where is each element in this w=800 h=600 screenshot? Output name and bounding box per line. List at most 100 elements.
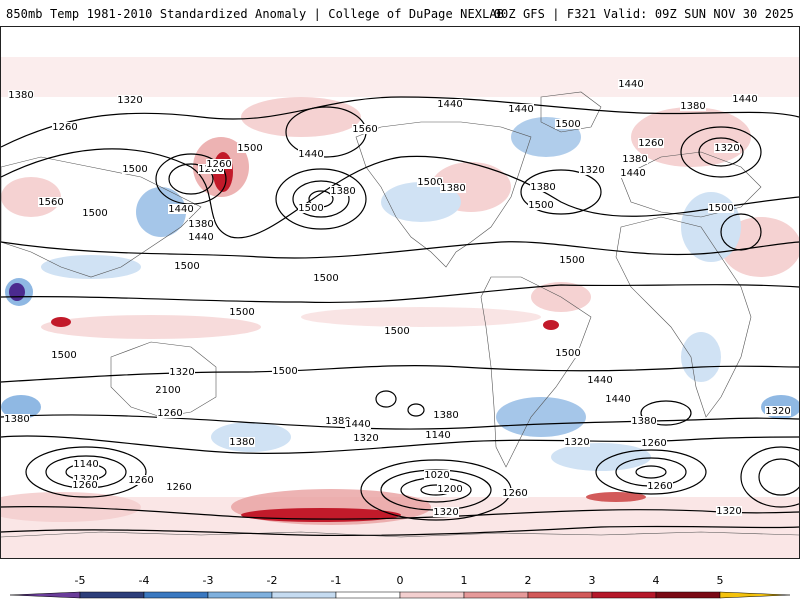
contour-label: 1380: [622, 154, 647, 165]
contour-label: 1500: [51, 350, 76, 361]
contour-label: 1320: [433, 507, 458, 518]
contour-label: 1140: [73, 459, 98, 470]
colorbar-tick-label: 1: [461, 574, 468, 587]
contour-label: 1380: [433, 410, 458, 421]
contour-label: 1500: [417, 177, 442, 188]
contour-label: 1320: [714, 143, 739, 154]
contour-label: 1440: [732, 94, 757, 105]
contour-label: 1380: [188, 219, 213, 230]
contour-label: 1380: [229, 437, 254, 448]
contour-label: 1380: [440, 183, 465, 194]
colorbar-segment: [207, 591, 273, 599]
colorbar: -5 -4 -3 -2 -1 0 1 2 3 4 5: [9, 574, 791, 599]
contour-label: 1440: [618, 79, 643, 90]
colorbar-tick-label: -4: [139, 574, 150, 587]
colorbar-tick-label: -5: [75, 574, 86, 587]
contour-label: 1380: [325, 416, 350, 427]
contour-label: 1320: [73, 474, 98, 485]
contour-label: 1380: [530, 182, 555, 193]
contour-label: 1320: [353, 433, 378, 444]
contour-label: 1260: [72, 480, 97, 491]
colorbar-tick-label: 3: [589, 574, 596, 587]
contour-label: 1200: [437, 484, 462, 495]
contour-label: 1260: [52, 122, 77, 133]
anomaly-shading: [1, 27, 799, 558]
contour-label: 1500: [313, 273, 338, 284]
contour-label: 1440: [345, 419, 370, 430]
colorbar-tick-label: 0: [397, 574, 404, 587]
colorbar-max-arrow: [719, 591, 791, 599]
colorbar-segment: [591, 591, 657, 599]
contour-label: 1440: [437, 99, 462, 110]
contour-label: 1260: [206, 159, 231, 170]
contour-label: 1440: [298, 149, 323, 160]
colorbar-segment: [79, 591, 145, 599]
contour-label: 1440: [620, 168, 645, 179]
contour-label: 1320: [117, 95, 142, 106]
contour-label: 1440: [168, 204, 193, 215]
contour-label: 1260: [502, 488, 527, 499]
colorbar-segments: [9, 591, 791, 599]
height-contours: [1, 96, 799, 537]
contour-label: 1440: [188, 232, 213, 243]
contour-label: 1380: [680, 101, 705, 112]
contour-label: 1500: [229, 307, 254, 318]
colorbar-min-arrow: [9, 591, 81, 599]
map-panel: 1380 1320 1260 1500 1200 1260 1380 1440 1560 1500…: [0, 26, 800, 559]
colorbar-tick-label: 2: [525, 574, 532, 587]
contour-label: 1260: [128, 475, 153, 486]
contour-label: 1380: [631, 416, 656, 427]
contour-label: 1500: [384, 326, 409, 337]
colorbar-segment: [527, 591, 593, 599]
contour-label: 1500: [174, 261, 199, 272]
contour-label: 1500: [298, 203, 323, 214]
contour-label: 1260: [647, 481, 672, 492]
contour-label: 1380: [4, 414, 29, 425]
colorbar-tick-label: -3: [203, 574, 214, 587]
contour-label: 1500: [559, 255, 584, 266]
contour-label: 1260: [638, 138, 663, 149]
colorbar-segment: [271, 591, 337, 599]
contour-label: 1500: [555, 119, 580, 130]
colorbar-segment: [399, 591, 465, 599]
contour-label: 1500: [82, 208, 107, 219]
colorbar-segment: [143, 591, 209, 599]
contour-label: 1560: [352, 124, 377, 135]
contour-label: 1320: [564, 437, 589, 448]
contour-label: 1200: [198, 164, 223, 175]
contour-label: 1320: [579, 165, 604, 176]
colorbar-tick-label: -2: [267, 574, 278, 587]
colorbar-tick-label: 4: [653, 574, 660, 587]
colorbar-segment: [463, 591, 529, 599]
contour-label: 1500: [237, 143, 262, 154]
contour-label: 1560: [38, 197, 63, 208]
contour-label: 1440: [508, 104, 533, 115]
contour-label: 1320: [765, 406, 790, 417]
contour-label: 1500: [528, 200, 553, 211]
chart-title: 850mb Temp 1981-2010 Standardized Anomal…: [6, 7, 505, 21]
colorbar-segment: [335, 591, 401, 599]
contour-label: 2100: [155, 385, 180, 396]
contour-label: 1440: [605, 394, 630, 405]
contour-label: 1320: [716, 506, 741, 517]
contour-label: 1440: [587, 375, 612, 386]
contour-label: 1500: [555, 348, 580, 359]
colorbar-tick-label: 5: [717, 574, 724, 587]
contour-label: 1260: [157, 408, 182, 419]
contour-label: 1380: [330, 186, 355, 197]
contour-label: 1500: [708, 203, 733, 214]
contour-label: 1500: [272, 366, 297, 377]
contour-label: 1380: [8, 90, 33, 101]
contour-label: 1500: [122, 164, 147, 175]
contour-label: 1260: [641, 438, 666, 449]
colorbar-tick-label: -1: [331, 574, 342, 587]
contour-label: 1020: [424, 470, 449, 481]
contour-label: 1140: [425, 430, 450, 441]
contour-label: 1260: [166, 482, 191, 493]
contour-label: 1320: [169, 367, 194, 378]
colorbar-segment: [655, 591, 721, 599]
colorbar-ticks: -5 -4 -3 -2 -1 0 1 2 3 4 5: [75, 574, 724, 587]
model-run-info: 00Z GFS | F321 Valid: 09Z SUN NOV 30 202…: [493, 7, 794, 21]
